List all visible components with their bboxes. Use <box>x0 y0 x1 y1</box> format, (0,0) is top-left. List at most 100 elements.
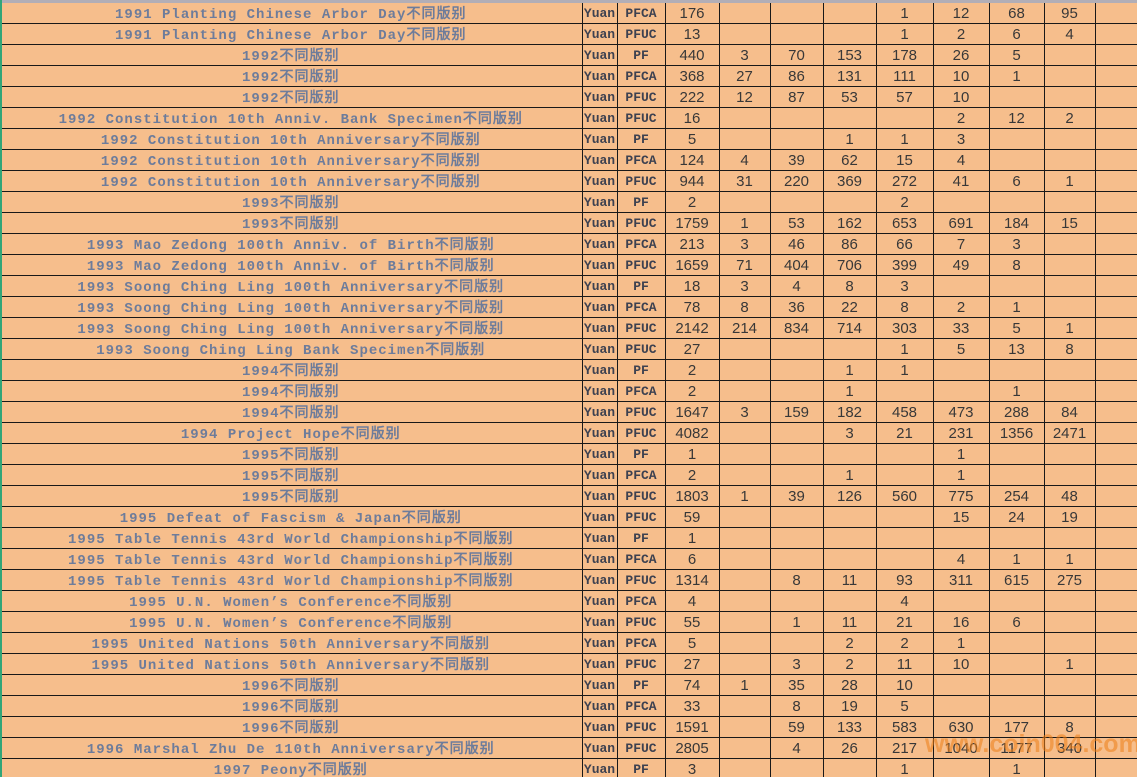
count-cell[interactable]: 272 <box>875 170 934 192</box>
count-cell[interactable]: 3 <box>769 653 824 675</box>
count-cell[interactable]: 5 <box>988 44 1045 66</box>
count-cell[interactable]: 12 <box>988 107 1045 129</box>
count-cell[interactable] <box>932 191 990 213</box>
count-cell[interactable]: 3 <box>718 233 771 255</box>
count-cell[interactable] <box>1043 695 1096 717</box>
empty-cell[interactable] <box>1094 128 1137 150</box>
count-cell[interactable] <box>988 128 1045 150</box>
count-cell[interactable]: 303 <box>875 317 934 339</box>
count-cell[interactable] <box>769 422 824 444</box>
item-description-cell[interactable]: 1995 Table Tennis 43rd World Championshi… <box>0 548 583 570</box>
count-cell[interactable] <box>718 506 771 528</box>
grade-cell[interactable]: PF <box>616 191 666 213</box>
grade-cell[interactable]: PFCA <box>616 590 666 612</box>
count-cell[interactable]: 6 <box>664 548 720 570</box>
item-description-cell[interactable]: 1994不同版别 <box>0 380 583 402</box>
grade-cell[interactable]: PFUC <box>616 716 666 738</box>
count-cell[interactable]: 4 <box>1043 23 1096 45</box>
count-cell[interactable] <box>718 422 771 444</box>
count-cell[interactable]: 19 <box>1043 506 1096 528</box>
empty-cell[interactable] <box>1094 380 1137 402</box>
count-cell[interactable]: 2 <box>932 107 990 129</box>
count-cell[interactable] <box>1043 758 1096 777</box>
count-cell[interactable]: 4082 <box>664 422 720 444</box>
count-cell[interactable] <box>769 758 824 777</box>
count-cell[interactable]: 231 <box>932 422 990 444</box>
count-cell[interactable] <box>769 464 824 486</box>
count-cell[interactable]: 560 <box>875 485 934 507</box>
count-cell[interactable] <box>1043 65 1096 87</box>
grade-cell[interactable]: PFUC <box>616 611 666 633</box>
count-cell[interactable] <box>822 23 877 45</box>
count-cell[interactable]: 24 <box>988 506 1045 528</box>
currency-cell[interactable]: Yuan <box>581 758 618 777</box>
item-description-cell[interactable]: 1991 Planting Chinese Arbor Day不同版别 <box>0 3 583 24</box>
count-cell[interactable] <box>875 527 934 549</box>
count-cell[interactable]: 630 <box>932 716 990 738</box>
count-cell[interactable]: 10 <box>932 653 990 675</box>
grade-cell[interactable]: PFUC <box>616 401 666 423</box>
count-cell[interactable]: 1 <box>718 212 771 234</box>
count-cell[interactable]: 3 <box>988 233 1045 255</box>
count-cell[interactable]: 59 <box>664 506 720 528</box>
count-cell[interactable]: 4 <box>875 590 934 612</box>
grade-cell[interactable]: PFCA <box>616 548 666 570</box>
count-cell[interactable]: 4 <box>769 737 824 759</box>
count-cell[interactable] <box>718 569 771 591</box>
count-cell[interactable] <box>718 443 771 465</box>
count-cell[interactable]: 3 <box>932 128 990 150</box>
count-cell[interactable]: 288 <box>988 401 1045 423</box>
count-cell[interactable] <box>718 359 771 381</box>
count-cell[interactable]: 21 <box>875 611 934 633</box>
currency-cell[interactable]: Yuan <box>581 611 618 633</box>
grade-cell[interactable]: PFUC <box>616 107 666 129</box>
count-cell[interactable]: 404 <box>769 254 824 276</box>
count-cell[interactable] <box>932 590 990 612</box>
count-cell[interactable]: 2 <box>1043 107 1096 129</box>
empty-cell[interactable] <box>1094 506 1137 528</box>
count-cell[interactable]: 775 <box>932 485 990 507</box>
count-cell[interactable] <box>988 149 1045 171</box>
count-cell[interactable]: 178 <box>875 44 934 66</box>
count-cell[interactable]: 311 <box>932 569 990 591</box>
item-description-cell[interactable]: 1993 Soong Ching Ling 100th Anniversary不… <box>0 296 583 318</box>
count-cell[interactable]: 1 <box>875 3 934 24</box>
count-cell[interactable]: 8 <box>718 296 771 318</box>
count-cell[interactable]: 2 <box>822 653 877 675</box>
item-description-cell[interactable]: 1992 Constitution 10th Anniversary不同版别 <box>0 170 583 192</box>
count-cell[interactable] <box>875 107 934 129</box>
currency-cell[interactable]: Yuan <box>581 401 618 423</box>
count-cell[interactable] <box>932 758 990 777</box>
count-cell[interactable]: 834 <box>769 317 824 339</box>
item-description-cell[interactable]: 1993不同版别 <box>0 191 583 213</box>
count-cell[interactable]: 1 <box>932 632 990 654</box>
currency-cell[interactable]: Yuan <box>581 338 618 360</box>
count-cell[interactable]: 8 <box>1043 338 1096 360</box>
currency-cell[interactable]: Yuan <box>581 23 618 45</box>
count-cell[interactable] <box>822 527 877 549</box>
count-cell[interactable] <box>718 632 771 654</box>
empty-cell[interactable] <box>1094 527 1137 549</box>
grade-cell[interactable]: PFUC <box>616 23 666 45</box>
item-description-cell[interactable]: 1995 U.N. Women’s Conference不同版别 <box>0 590 583 612</box>
empty-cell[interactable] <box>1094 191 1137 213</box>
count-cell[interactable]: 41 <box>932 170 990 192</box>
count-cell[interactable]: 1 <box>875 128 934 150</box>
item-description-cell[interactable]: 1993 Soong Ching Ling 100th Anniversary不… <box>0 275 583 297</box>
count-cell[interactable]: 39 <box>769 485 824 507</box>
count-cell[interactable] <box>718 527 771 549</box>
count-cell[interactable]: 5 <box>932 338 990 360</box>
count-cell[interactable] <box>1043 443 1096 465</box>
empty-cell[interactable] <box>1094 758 1137 777</box>
count-cell[interactable]: 6 <box>988 170 1045 192</box>
grade-cell[interactable]: PFUC <box>616 254 666 276</box>
count-cell[interactable]: 5 <box>664 632 720 654</box>
grade-cell[interactable]: PF <box>616 275 666 297</box>
empty-cell[interactable] <box>1094 401 1137 423</box>
count-cell[interactable]: 615 <box>988 569 1045 591</box>
count-cell[interactable]: 49 <box>932 254 990 276</box>
count-cell[interactable]: 4 <box>718 149 771 171</box>
count-cell[interactable]: 1 <box>822 128 877 150</box>
count-cell[interactable]: 3 <box>664 758 720 777</box>
count-cell[interactable]: 27 <box>664 653 720 675</box>
